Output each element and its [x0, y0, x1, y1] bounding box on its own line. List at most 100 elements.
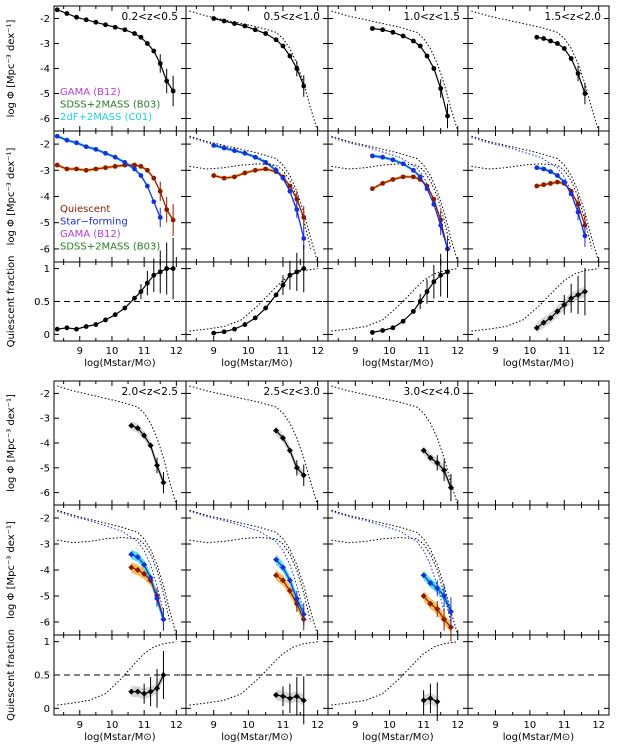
- local-reference-fraction: [189, 268, 318, 332]
- quiescent-point: [380, 181, 386, 186]
- star-forming-point: [64, 137, 70, 143]
- panel-frame: [467, 504, 610, 636]
- star-forming-point: [74, 140, 79, 146]
- x-tick-label: 9: [492, 346, 498, 357]
- quiescent-fraction-point: [445, 269, 450, 275]
- y-tick-label: -5: [40, 463, 50, 474]
- quiescent-fraction-point: [286, 695, 293, 702]
- x-axis-title: log(Mstar/M⊙): [84, 732, 156, 743]
- y-tick-label: -6: [40, 114, 50, 125]
- star-forming-point: [369, 153, 375, 159]
- all-galaxies-point: [424, 53, 430, 59]
- quiescent-fraction-point: [164, 266, 170, 271]
- y-tick-label: -2: [40, 514, 50, 525]
- star-forming-point: [273, 556, 280, 563]
- star-forming-point: [232, 148, 237, 154]
- quiescent-point: [400, 174, 406, 180]
- local-reference-quiescent: [331, 163, 452, 250]
- quiescent-fraction-point: [112, 312, 118, 318]
- star-forming-point: [447, 608, 454, 615]
- x-tick-label: 12: [311, 346, 324, 357]
- y-tick-label: 0: [44, 704, 50, 715]
- quiescent-point: [112, 163, 118, 169]
- star-forming-point: [410, 167, 416, 173]
- y-axis-title-phi: log Φ [Mpc⁻³ dex⁻¹]: [6, 148, 17, 246]
- quiescent-point: [164, 207, 170, 213]
- local-reference-all: [57, 509, 177, 636]
- all-galaxies-point: [447, 484, 454, 491]
- quiescent-point: [287, 183, 293, 189]
- star-forming-point: [427, 580, 434, 586]
- legend-entry: GAMA (B12): [60, 87, 121, 98]
- all-galaxies-point: [83, 17, 89, 23]
- x-tick-label: 10: [524, 720, 537, 731]
- all-galaxies-point: [132, 31, 137, 36]
- quiescent-fraction-point: [300, 697, 307, 704]
- star-forming-point: [548, 169, 553, 175]
- quiescent-fraction-point: [83, 324, 89, 329]
- quiescent-point: [74, 166, 79, 172]
- local-reference-quiescent: [331, 536, 452, 623]
- all-galaxies-point: [103, 22, 108, 28]
- all-galaxies-point: [427, 454, 434, 461]
- y-tick-label: -5: [40, 218, 50, 229]
- redshift-label: 3.0<z<4.0: [403, 386, 460, 398]
- legend-entry: 2dF+2MASS (C01): [60, 112, 152, 123]
- x-tick-label: 12: [451, 720, 464, 731]
- x-tick-label: 9: [77, 720, 83, 731]
- quiescent-point: [157, 188, 163, 194]
- y-tick-label: 1: [44, 264, 50, 275]
- quiescent-point: [541, 182, 547, 188]
- all-galaxies-point: [301, 83, 307, 89]
- star-forming-line: [372, 155, 449, 250]
- redshift-label: 0.5<z<1.0: [263, 11, 320, 23]
- quiescent-point: [534, 183, 540, 189]
- star-forming-point: [154, 595, 161, 602]
- all-galaxies-point: [160, 479, 167, 486]
- all-galaxies-point: [273, 427, 280, 434]
- all-galaxies-point: [221, 18, 227, 24]
- local-reference-starforming: [331, 511, 445, 612]
- all-galaxies-point: [122, 27, 128, 33]
- quiescent-point: [447, 624, 454, 631]
- all-galaxies-point: [293, 464, 300, 471]
- all-galaxies-point: [534, 34, 540, 40]
- all-galaxies-point: [138, 34, 144, 40]
- all-galaxies-point: [211, 16, 217, 21]
- all-galaxies-point: [300, 472, 307, 479]
- all-galaxies-point: [445, 113, 450, 119]
- star-forming-point: [301, 236, 307, 241]
- star-forming-point: [122, 160, 128, 165]
- all-galaxies-point: [273, 37, 279, 43]
- star-forming-point: [273, 167, 279, 173]
- quiescent-fraction-point: [273, 292, 279, 298]
- x-tick-label: 10: [106, 346, 119, 357]
- y-tick-label: -6: [40, 488, 50, 499]
- star-forming-point: [128, 551, 135, 558]
- x-tick-label: 9: [211, 346, 217, 357]
- all-galaxies-point: [154, 462, 161, 469]
- panel-frame: [327, 504, 469, 636]
- y-axis-title-fraction: Quiescent fraction: [6, 629, 17, 721]
- all-galaxies-point: [242, 23, 248, 29]
- quiescent-fraction-point: [93, 322, 99, 327]
- redshift-label: 0.2<z<0.5: [121, 11, 178, 23]
- star-forming-point: [420, 572, 427, 579]
- local-reference-all: [189, 509, 319, 636]
- quiescent-point: [441, 616, 448, 623]
- all-galaxies-point: [141, 432, 148, 439]
- quiescent-point: [242, 170, 248, 176]
- quiescent-fraction-point: [242, 322, 248, 327]
- quiescent-fraction-point: [232, 326, 237, 332]
- x-tick-label: 10: [383, 346, 396, 357]
- y-tick-label: 0.5: [34, 297, 50, 308]
- star-forming-point: [300, 611, 307, 618]
- x-tick-label: 12: [170, 720, 183, 731]
- star-forming-point: [293, 595, 300, 602]
- all-galaxies-point: [380, 27, 386, 33]
- star-forming-point: [294, 207, 300, 213]
- star-forming-point: [93, 146, 99, 152]
- x-tick-label: 12: [311, 720, 324, 731]
- quiescent-fraction-line: [57, 268, 174, 330]
- local-reference-starforming: [331, 137, 445, 239]
